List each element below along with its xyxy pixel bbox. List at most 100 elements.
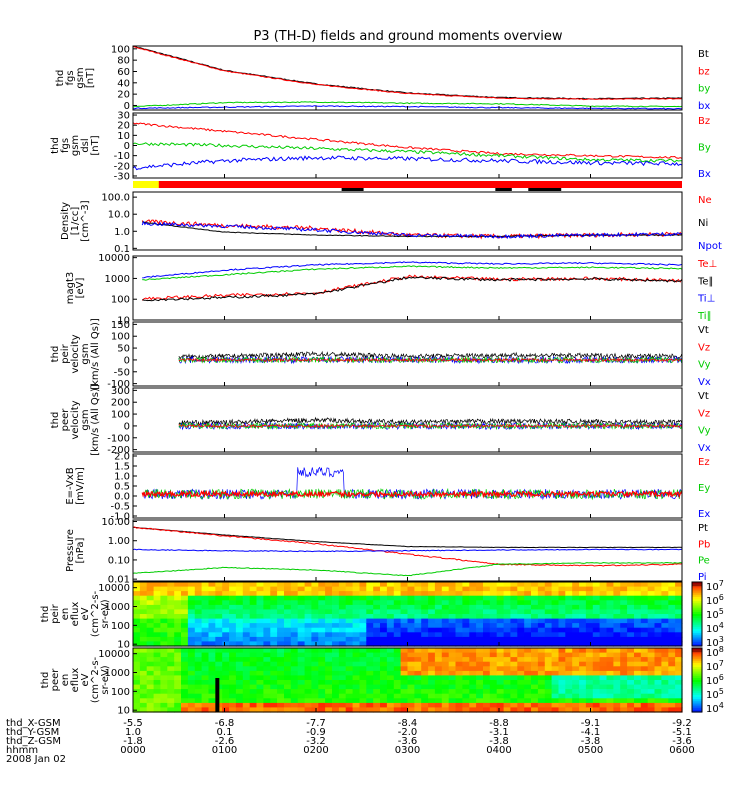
spectrogram-cell xyxy=(235,670,244,677)
spectrogram-cell xyxy=(572,618,580,624)
spectrogram-cell xyxy=(551,652,560,658)
y-label-line: [km/s (All Qs)] xyxy=(90,318,101,390)
spectrogram-cell xyxy=(366,693,374,699)
spectrogram-cell xyxy=(181,618,189,624)
spectrogram-cell xyxy=(585,689,594,695)
y-label-fgs1: thd fgs gsm [nT] xyxy=(55,67,96,88)
legend-entry: Bz xyxy=(698,116,710,127)
spectrogram-cell xyxy=(181,661,189,667)
spectrogram-cell xyxy=(338,586,347,592)
spectrogram-cell xyxy=(476,632,484,638)
spectrogram-cell xyxy=(249,586,258,592)
spectrogram-cell xyxy=(585,636,594,643)
spectrogram-cell xyxy=(483,689,491,695)
spectrogram-cell xyxy=(668,693,676,699)
spectrogram-cell xyxy=(297,684,306,690)
legend-entry: Vz xyxy=(698,408,710,419)
spectrogram-cell xyxy=(675,661,683,667)
spectrogram-cell xyxy=(284,666,292,672)
spectrogram-cell xyxy=(208,693,216,699)
spectrogram-cell xyxy=(661,618,669,624)
spectrogram-cell xyxy=(229,623,237,629)
spectrogram-cell xyxy=(565,609,573,615)
spectrogram-cell xyxy=(407,591,415,597)
colorbar-frame xyxy=(691,647,703,713)
spectrogram-cell xyxy=(304,600,313,606)
spectrogram-cell xyxy=(373,632,381,638)
legend-entry: Vt xyxy=(698,391,709,402)
spectrogram-cell xyxy=(407,609,415,615)
spectrogram-cell xyxy=(174,609,182,615)
x-axis-value: 0100 xyxy=(212,745,237,756)
spectrogram-cell xyxy=(386,600,395,606)
colorbar-segment xyxy=(692,601,702,604)
spectrogram-cell xyxy=(517,636,525,643)
spectrogram-cell xyxy=(380,627,388,633)
colorbar-segment xyxy=(692,707,702,711)
colorbar-segment xyxy=(692,703,702,707)
spectrogram-cell xyxy=(421,698,429,704)
series-Pe xyxy=(132,561,683,577)
spectrogram-cell xyxy=(222,595,230,601)
y-tick-label: 1000 xyxy=(105,668,130,679)
spectrogram-cell xyxy=(386,707,395,713)
spectrogram-cell xyxy=(627,698,635,704)
spectrogram-cell xyxy=(634,657,642,663)
spectrogram-cell xyxy=(352,661,361,667)
y-tick-label: -100 xyxy=(107,433,130,444)
spectrogram-cell xyxy=(400,680,409,686)
spectrogram-cell xyxy=(229,604,237,611)
spectrogram-cell xyxy=(448,641,457,647)
spectrogram-cell xyxy=(483,604,491,611)
spectrogram-cell xyxy=(675,632,683,638)
spectrogram-cell xyxy=(592,632,601,638)
spectrogram-cell xyxy=(400,702,409,709)
spectrogram-cell xyxy=(627,636,635,643)
spectrogram-cell xyxy=(174,657,182,663)
spectrogram-cell xyxy=(345,591,354,597)
spectrogram-cell xyxy=(325,652,333,658)
spectrogram-cell xyxy=(325,689,333,695)
spectrogram-cell xyxy=(386,595,395,601)
spectrogram-cell xyxy=(599,595,608,601)
spectrogram-cell xyxy=(133,652,141,658)
y-tick-label: -0.5 xyxy=(110,502,130,513)
spectrogram-cell xyxy=(318,680,326,686)
spectrogram-cell xyxy=(187,666,196,672)
spectrogram-cell xyxy=(160,702,168,709)
spectrogram-cell xyxy=(551,675,560,681)
spectrogram-spec2 xyxy=(133,648,683,713)
spectrogram-cell xyxy=(208,698,216,704)
spectrogram-cell xyxy=(407,641,415,647)
spectrogram-cell xyxy=(373,586,381,592)
spectrogram-cell xyxy=(524,632,532,638)
spectrogram-cell xyxy=(139,707,148,713)
spectrogram-cell xyxy=(599,632,608,638)
x-axis-value: 0000 xyxy=(120,745,145,756)
colorbar-segment xyxy=(692,620,702,624)
spectrogram-cell xyxy=(510,618,518,624)
spectrogram-cell xyxy=(414,707,422,713)
spectrogram-cell xyxy=(345,698,354,704)
spectrogram-cell xyxy=(448,684,457,690)
spectrogram-cell xyxy=(215,641,223,647)
spectrogram-cell xyxy=(661,698,669,704)
spectrogram-cell xyxy=(627,666,635,672)
spectrogram-cell xyxy=(215,623,223,629)
spectrogram-cell xyxy=(441,582,450,588)
spectrogram-cell xyxy=(572,627,580,633)
spectrogram-cell xyxy=(476,707,484,713)
spectrogram-cell xyxy=(311,670,319,677)
spectrogram-cell xyxy=(517,623,525,629)
spectrogram-cell xyxy=(174,604,182,611)
spectrogram-cell xyxy=(579,623,587,629)
spectrogram-cell xyxy=(668,707,676,713)
spectrogram-cell xyxy=(277,614,285,620)
spectrogram-cell xyxy=(640,636,649,643)
spectrogram-cell xyxy=(544,582,553,588)
y-label-line: [nT] xyxy=(85,68,96,88)
spectrogram-cell xyxy=(133,582,141,588)
spectrogram-cell xyxy=(393,666,402,672)
spectrogram-cell xyxy=(503,652,512,658)
spectrogram-cell xyxy=(640,582,649,588)
